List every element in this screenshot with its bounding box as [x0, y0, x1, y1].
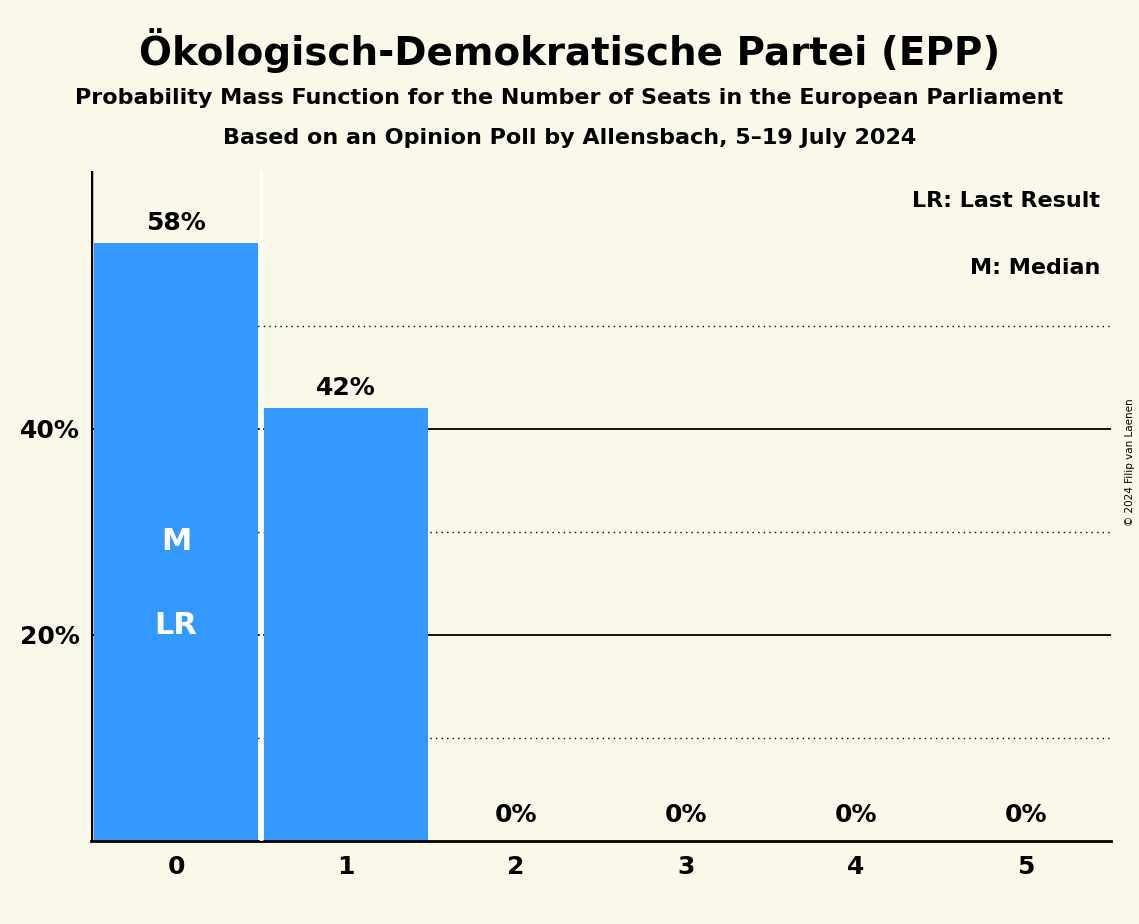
Text: M: Median: M: Median	[970, 258, 1100, 278]
Text: 42%: 42%	[317, 376, 376, 400]
Text: Probability Mass Function for the Number of Seats in the European Parliament: Probability Mass Function for the Number…	[75, 88, 1064, 108]
Text: 58%: 58%	[146, 211, 206, 235]
Text: Ökologisch-Demokratische Partei (EPP): Ökologisch-Demokratische Partei (EPP)	[139, 28, 1000, 73]
Text: 0%: 0%	[494, 803, 538, 827]
Text: 0%: 0%	[835, 803, 877, 827]
Text: 0%: 0%	[1005, 803, 1047, 827]
Text: © 2024 Filip van Laenen: © 2024 Filip van Laenen	[1125, 398, 1134, 526]
Text: Based on an Opinion Poll by Allensbach, 5–19 July 2024: Based on an Opinion Poll by Allensbach, …	[223, 128, 916, 148]
Bar	[93, 243, 259, 841]
Text: LR: Last Result: LR: Last Result	[912, 191, 1100, 211]
Bar	[263, 408, 428, 841]
Text: LR: LR	[155, 611, 197, 640]
Text: 0%: 0%	[664, 803, 707, 827]
Text: M: M	[161, 528, 191, 556]
